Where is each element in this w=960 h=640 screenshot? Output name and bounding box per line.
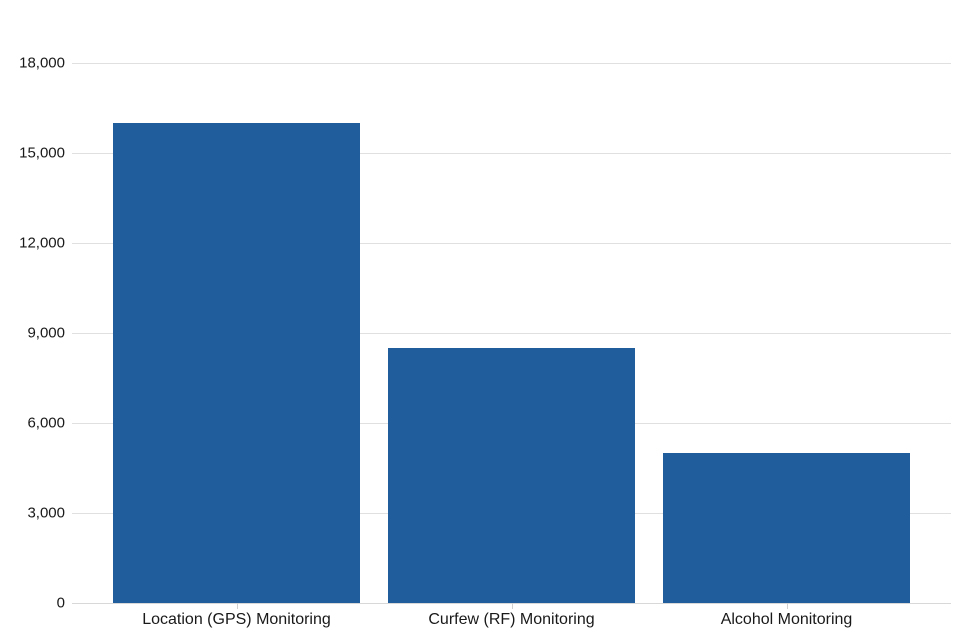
x-tick-label: Alcohol Monitoring xyxy=(720,611,853,628)
y-tick-label: 3,000 xyxy=(27,504,65,522)
y-tick-label: 12,000 xyxy=(19,234,65,252)
x-axis-tick xyxy=(786,603,788,609)
gridline xyxy=(72,333,951,334)
bar-curfew-rf-monitoring xyxy=(388,348,635,603)
gridline xyxy=(72,153,951,154)
y-tick-label: 15,000 xyxy=(19,144,65,162)
x-tick-label: Curfew (RF) Monitoring xyxy=(428,611,595,628)
gridline xyxy=(72,243,951,244)
bar-location-gps-monitoring xyxy=(113,123,360,603)
x-tick-label: Location (GPS) Monitoring xyxy=(142,611,331,628)
x-axis-tick xyxy=(511,603,513,609)
y-tick-label: 18,000 xyxy=(19,54,65,72)
y-tick-label: 6,000 xyxy=(27,414,65,432)
y-tick-label: 9,000 xyxy=(27,324,65,342)
bar-alcohol-monitoring xyxy=(663,453,910,603)
x-axis-tick xyxy=(236,603,238,609)
y-tick-label: 0 xyxy=(56,594,65,612)
gridline xyxy=(72,63,951,64)
